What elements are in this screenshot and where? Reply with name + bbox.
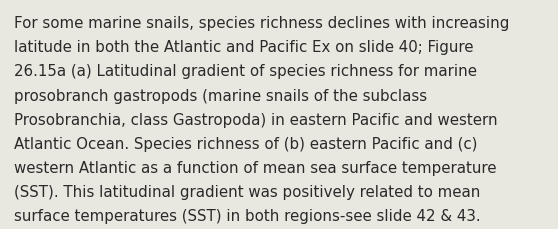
Text: (SST). This latitudinal gradient was positively related to mean: (SST). This latitudinal gradient was pos… [14, 184, 480, 199]
Text: Atlantic Ocean. Species richness of (b) eastern Pacific and (c): Atlantic Ocean. Species richness of (b) … [14, 136, 478, 151]
Text: prosobranch gastropods (marine snails of the subclass: prosobranch gastropods (marine snails of… [14, 88, 427, 103]
Text: western Atlantic as a function of mean sea surface temperature: western Atlantic as a function of mean s… [14, 160, 497, 175]
Text: 26.15a (a) Latitudinal gradient of species richness for marine: 26.15a (a) Latitudinal gradient of speci… [14, 64, 477, 79]
Text: Prosobranchia, class Gastropoda) in eastern Pacific and western: Prosobranchia, class Gastropoda) in east… [14, 112, 498, 127]
Text: latitude in both the Atlantic and Pacific Ex on slide 40; Figure: latitude in both the Atlantic and Pacifi… [14, 40, 473, 55]
Text: For some marine snails, species richness declines with increasing: For some marine snails, species richness… [14, 16, 509, 31]
Text: surface temperatures (SST) in both regions-see slide 42 & 43.: surface temperatures (SST) in both regio… [14, 208, 480, 223]
